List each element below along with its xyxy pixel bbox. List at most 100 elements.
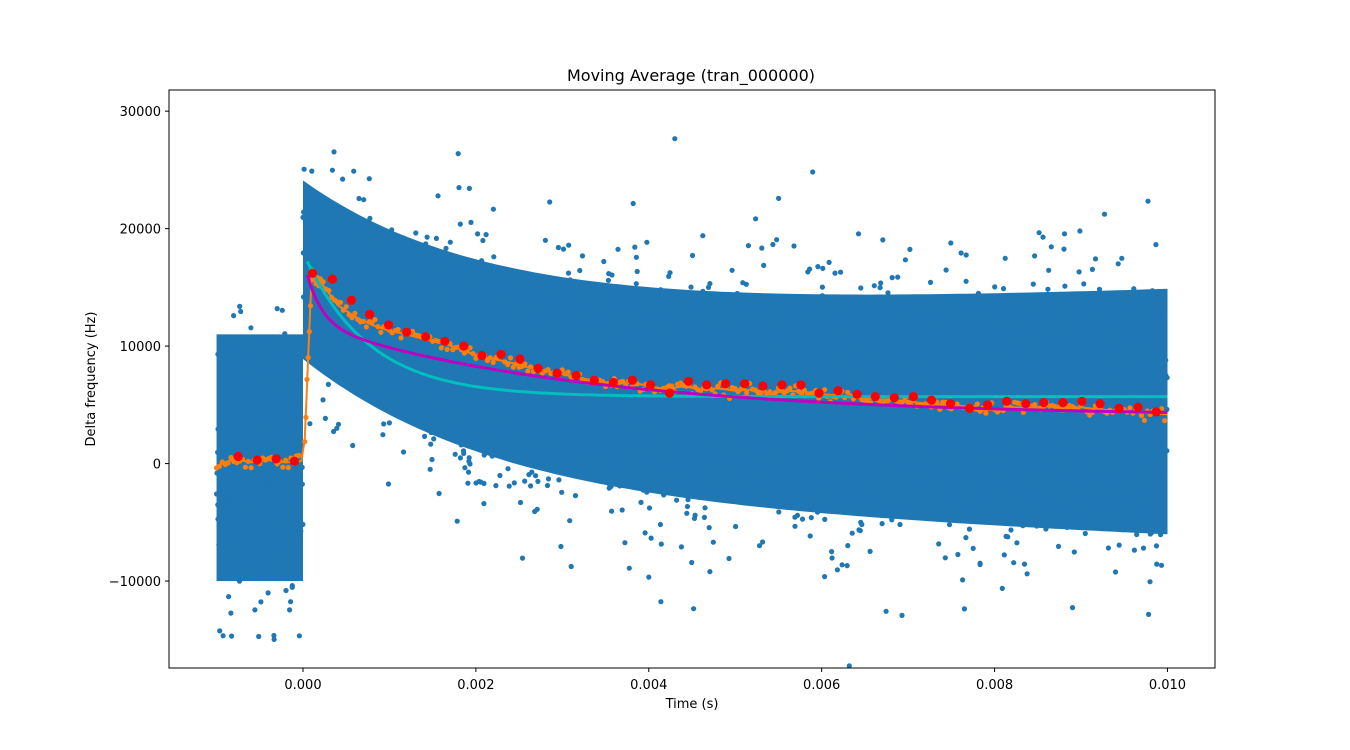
scatter-point bbox=[967, 472, 974, 478]
scatter-point bbox=[938, 414, 944, 420]
scatter-point bbox=[747, 492, 753, 498]
scatter-point bbox=[883, 608, 889, 614]
scatter-point bbox=[1161, 402, 1167, 408]
scatter-point bbox=[324, 304, 330, 311]
scatter-point bbox=[283, 558, 289, 564]
scatter-point bbox=[1061, 246, 1067, 252]
scatter-point bbox=[1075, 378, 1081, 384]
scatter-point bbox=[1072, 312, 1078, 318]
scatter-point bbox=[442, 352, 448, 358]
scatter-point bbox=[356, 255, 362, 261]
scatter-point bbox=[547, 357, 553, 363]
scatter-point bbox=[1149, 288, 1155, 294]
scatter-point bbox=[238, 466, 244, 472]
scatter-point bbox=[829, 555, 835, 561]
scatter-point bbox=[1027, 327, 1033, 333]
scatter-point bbox=[691, 606, 697, 612]
scatter-point bbox=[615, 246, 621, 252]
scatter-point bbox=[256, 633, 262, 640]
scatter-point bbox=[782, 338, 788, 344]
scatter-point bbox=[1154, 352, 1160, 358]
scatter-point bbox=[483, 315, 489, 321]
scatter-point bbox=[891, 443, 898, 450]
scatter-point bbox=[221, 557, 227, 563]
scatter-point bbox=[568, 301, 574, 307]
scatter-point bbox=[314, 219, 320, 225]
scatter-point bbox=[1040, 341, 1046, 347]
scatter-point bbox=[781, 475, 787, 481]
scatter-point bbox=[577, 267, 583, 274]
scatter-point bbox=[1011, 461, 1017, 468]
scatter-point bbox=[1032, 381, 1038, 388]
scatter-point bbox=[410, 244, 416, 250]
scatter-point bbox=[833, 497, 839, 504]
scatter-point bbox=[579, 386, 585, 392]
scatter-point bbox=[369, 75, 374, 80]
scatter-point bbox=[783, 304, 789, 310]
scatter-point bbox=[228, 414, 234, 420]
scatter-point bbox=[1098, 501, 1104, 507]
scatter-point bbox=[545, 313, 551, 319]
binned-mean-point bbox=[571, 370, 581, 381]
scatter-point bbox=[280, 470, 286, 476]
scatter-point bbox=[934, 313, 940, 319]
scatter-point bbox=[540, 408, 546, 414]
scatter-point bbox=[271, 632, 277, 639]
scatter-point bbox=[742, 370, 749, 376]
scatter-point bbox=[274, 352, 280, 358]
scatter-point bbox=[697, 341, 703, 347]
scatter-point bbox=[550, 298, 556, 304]
scatter-point bbox=[865, 387, 871, 393]
scatter-point bbox=[761, 465, 767, 471]
scatter-point bbox=[1024, 307, 1030, 313]
scatter-point bbox=[551, 397, 557, 403]
scatter-point bbox=[658, 541, 664, 547]
scatter-point bbox=[411, 295, 417, 301]
scatter-point bbox=[290, 554, 296, 560]
scatter-point bbox=[960, 577, 966, 583]
scatter-point bbox=[552, 347, 559, 353]
scatter-point bbox=[969, 383, 975, 389]
scatter-point bbox=[223, 421, 229, 427]
scatter-point bbox=[568, 363, 574, 369]
scatter-point bbox=[1081, 281, 1087, 287]
scatter-point bbox=[289, 525, 295, 531]
scatter-point bbox=[231, 526, 237, 532]
scatter-point bbox=[346, 277, 352, 283]
scatter-point bbox=[260, 498, 266, 504]
scatter-point bbox=[1123, 388, 1129, 394]
scatter-point bbox=[407, 255, 413, 261]
scatter-point bbox=[426, 386, 432, 392]
scatter-point bbox=[526, 450, 532, 456]
scatter-point bbox=[932, 338, 938, 344]
scatter-point bbox=[926, 333, 932, 339]
scatter-point bbox=[1023, 376, 1029, 382]
scatter-point bbox=[530, 453, 536, 460]
scatter-point bbox=[751, 409, 757, 415]
scatter-point bbox=[892, 508, 898, 514]
scatter-point bbox=[411, 401, 418, 407]
scatter-point bbox=[248, 325, 254, 331]
scatter-point bbox=[648, 535, 654, 541]
scatter-point bbox=[1118, 413, 1125, 419]
scatter-point bbox=[776, 509, 782, 515]
scatter-point bbox=[567, 277, 573, 283]
scatter-point bbox=[1162, 499, 1168, 505]
scatter-point bbox=[1056, 364, 1062, 370]
scatter-point bbox=[1088, 357, 1094, 363]
scatter-point bbox=[802, 367, 808, 373]
scatter-point bbox=[855, 301, 861, 307]
scatter-point bbox=[570, 296, 576, 302]
scatter-point bbox=[331, 428, 337, 435]
scatter-point bbox=[707, 369, 713, 375]
scatter-point bbox=[476, 372, 482, 378]
scatter-point bbox=[922, 410, 928, 416]
scatter-point bbox=[965, 425, 971, 431]
scatter-point bbox=[693, 408, 700, 414]
scatter-point bbox=[519, 555, 526, 561]
scatter-point bbox=[353, 268, 360, 274]
scatter-point bbox=[836, 464, 842, 470]
scatter-point bbox=[453, 278, 459, 284]
scatter-point bbox=[559, 432, 565, 438]
scatter-point bbox=[551, 461, 557, 468]
